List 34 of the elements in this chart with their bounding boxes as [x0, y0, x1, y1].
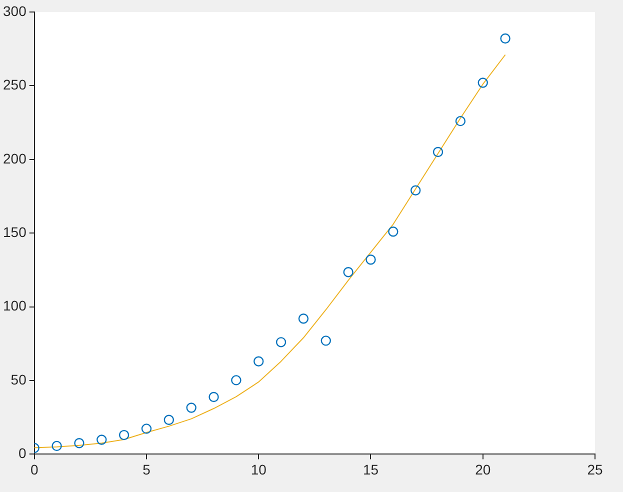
y-tick-label: 0 — [18, 445, 27, 462]
y-tick-label: 200 — [3, 150, 27, 166]
point — [254, 356, 264, 366]
point — [208, 392, 219, 402]
y-tick-label: 50 — [10, 371, 27, 388]
point — [432, 146, 444, 158]
point — [366, 254, 376, 265]
x-tick-label: 0 — [30, 461, 38, 478]
point — [478, 78, 488, 88]
point — [410, 185, 421, 196]
x-tick-label: 5 — [142, 461, 151, 478]
point — [500, 33, 510, 44]
point — [118, 430, 130, 440]
x-tick-label: 20 — [475, 461, 491, 478]
point — [388, 226, 398, 237]
point — [231, 375, 242, 386]
point — [141, 424, 152, 434]
point — [455, 116, 466, 126]
point — [164, 414, 174, 425]
y-tick-label: 250 — [3, 76, 27, 93]
x-tick-label: 15 — [362, 461, 379, 478]
point — [186, 402, 196, 413]
point — [74, 438, 84, 448]
x-tick-label: 25 — [587, 461, 603, 478]
point — [276, 337, 286, 348]
point — [320, 336, 331, 346]
point — [343, 267, 354, 278]
x-tick-label: 10 — [250, 461, 267, 478]
y-tick-label: 300 — [3, 2, 27, 19]
point — [298, 313, 309, 324]
y-tick-label: 100 — [3, 298, 27, 314]
y-tick-label: 150 — [3, 224, 27, 240]
point — [96, 434, 107, 445]
point — [52, 440, 62, 452]
